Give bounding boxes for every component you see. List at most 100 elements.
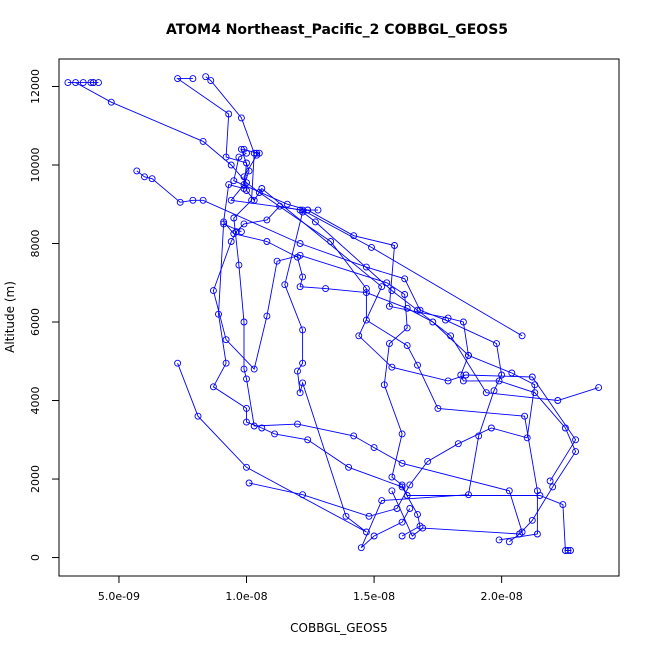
data-point bbox=[240, 185, 248, 192]
data-point bbox=[465, 491, 472, 499]
data-point bbox=[518, 332, 526, 340]
series-group bbox=[202, 73, 526, 546]
data-point bbox=[403, 304, 411, 312]
data-point bbox=[311, 218, 319, 226]
data-point bbox=[199, 137, 207, 145]
x-tick-label: 5.0e-09 bbox=[98, 590, 140, 603]
data-point bbox=[243, 375, 250, 383]
data-point bbox=[243, 159, 250, 167]
data-point bbox=[533, 487, 541, 495]
x-tick-label: 2.0e-08 bbox=[481, 590, 523, 603]
data-point bbox=[398, 430, 406, 438]
data-point bbox=[362, 316, 370, 324]
series-line bbox=[212, 223, 421, 537]
data-point bbox=[406, 481, 414, 489]
data-point bbox=[401, 291, 409, 298]
data-point bbox=[498, 371, 506, 379]
data-point bbox=[414, 510, 421, 518]
data-point bbox=[299, 273, 307, 281]
data-point bbox=[215, 310, 222, 318]
data-point bbox=[240, 365, 248, 373]
data-point bbox=[355, 332, 363, 340]
y-tick-label: 0 bbox=[29, 554, 42, 561]
series-line bbox=[230, 148, 577, 482]
data-point bbox=[398, 518, 406, 526]
data-point bbox=[322, 285, 330, 293]
data-point bbox=[199, 196, 207, 204]
data-point bbox=[240, 318, 248, 326]
series-line bbox=[176, 78, 577, 537]
data-point bbox=[202, 73, 210, 81]
data-point bbox=[304, 206, 312, 214]
data-point bbox=[273, 257, 281, 265]
data-point bbox=[388, 473, 396, 481]
data-point bbox=[424, 457, 432, 465]
data-point bbox=[414, 361, 421, 369]
data-point bbox=[243, 463, 250, 471]
data-point bbox=[250, 149, 258, 157]
data-point bbox=[222, 359, 230, 367]
data-point bbox=[271, 430, 279, 438]
data-point bbox=[368, 243, 375, 251]
data-point bbox=[299, 379, 307, 387]
data-point bbox=[294, 367, 301, 375]
data-point bbox=[459, 377, 467, 385]
data-point bbox=[490, 387, 498, 395]
data-point bbox=[263, 312, 271, 320]
data-point bbox=[454, 440, 462, 448]
data-point bbox=[459, 318, 467, 326]
data-point bbox=[281, 281, 289, 289]
data-point bbox=[250, 422, 258, 430]
data-point bbox=[79, 79, 87, 87]
series-group bbox=[174, 75, 580, 540]
data-point bbox=[482, 389, 490, 397]
data-point bbox=[398, 481, 406, 489]
series-line bbox=[177, 209, 367, 533]
data-point bbox=[95, 79, 102, 87]
data-point bbox=[487, 424, 495, 432]
data-point bbox=[465, 351, 472, 359]
data-point bbox=[107, 98, 115, 106]
chart-title: ATOM4 Northeast_Pacific_2 COBBGL_GEOS5 bbox=[166, 22, 508, 38]
data-point bbox=[237, 114, 245, 122]
data-point bbox=[457, 371, 465, 379]
data-point bbox=[237, 145, 245, 153]
data-point bbox=[429, 318, 437, 326]
series-group bbox=[230, 149, 539, 520]
data-point bbox=[263, 238, 271, 245]
data-point bbox=[495, 377, 503, 385]
data-point bbox=[475, 432, 483, 440]
y-tick-label: 4000 bbox=[29, 387, 42, 415]
data-point bbox=[531, 381, 539, 389]
data-point bbox=[283, 200, 291, 208]
series-group bbox=[174, 206, 370, 536]
data-point bbox=[388, 487, 396, 495]
data-point bbox=[403, 324, 411, 332]
data-point bbox=[174, 359, 182, 367]
series-line bbox=[136, 170, 503, 549]
data-point bbox=[189, 75, 197, 83]
plot-frame bbox=[58, 58, 620, 577]
data-point bbox=[225, 110, 233, 118]
data-point bbox=[230, 177, 238, 185]
data-point bbox=[296, 389, 304, 397]
y-axis: 0 2000 4000 6000 8000 10000 12000 bbox=[29, 69, 60, 561]
y-tick-label: 12000 bbox=[29, 69, 42, 104]
series-line bbox=[233, 152, 536, 517]
data-point bbox=[370, 444, 378, 452]
x-axis: 5.0e-09 1.0e-08 1.5e-08 2.0e-08 bbox=[98, 575, 523, 603]
data-point bbox=[401, 275, 409, 283]
data-point bbox=[209, 287, 217, 295]
series-group bbox=[209, 202, 603, 554]
data-point bbox=[403, 342, 411, 350]
y-axis-label: Altitude (m) bbox=[3, 281, 17, 353]
data-point bbox=[227, 196, 235, 204]
data-point bbox=[416, 522, 424, 530]
data-point bbox=[72, 79, 80, 87]
data-point bbox=[235, 261, 243, 269]
data-point bbox=[495, 536, 503, 544]
data-point bbox=[378, 283, 386, 291]
data-point bbox=[442, 316, 449, 324]
data-point bbox=[189, 196, 197, 204]
